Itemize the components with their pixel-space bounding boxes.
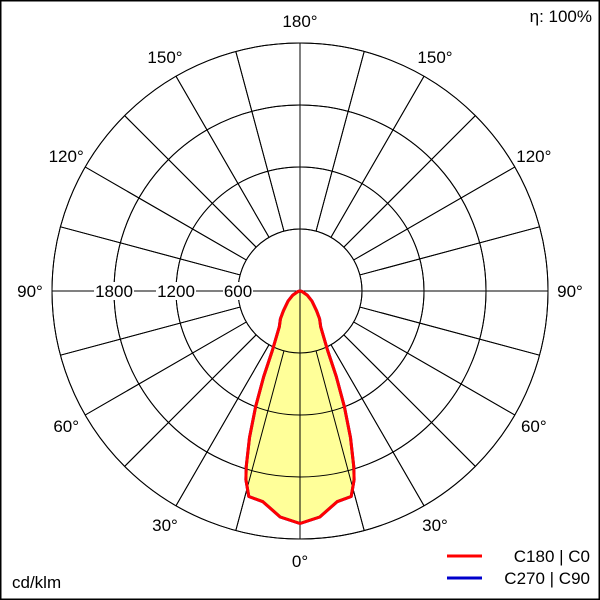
grid-spoke-330-overlay <box>175 344 270 507</box>
angle-tick-label: 120° <box>49 147 84 166</box>
angle-tick-label: 0° <box>292 552 308 571</box>
radial-tick-label: 600 <box>224 282 252 301</box>
grid-spoke-75-overlay <box>359 306 540 356</box>
grid-spoke-210-overlay <box>175 75 270 238</box>
angle-tick-label: 30° <box>152 516 178 535</box>
grid-spoke-345-overlay <box>235 350 285 531</box>
angle-tick-label: 180° <box>282 12 317 31</box>
angle-tick-label: 150° <box>147 48 182 67</box>
grid-spoke-60-overlay <box>353 321 516 416</box>
radial-tick-label: 1800 <box>95 282 133 301</box>
grid-spoke-120-overlay <box>353 166 516 261</box>
grid-spoke-15-overlay <box>315 350 365 531</box>
grid-spoke-105-overlay <box>359 226 540 276</box>
grid-spoke-195-overlay <box>235 51 285 232</box>
grid-spoke-300-overlay <box>84 321 247 416</box>
efficiency-label: η: 100% <box>530 7 592 26</box>
legend-label-c180-c0: C180 | C0 <box>514 547 590 566</box>
grid-spoke-285-overlay <box>60 306 241 356</box>
unit-label: cd/klm <box>12 573 61 592</box>
legend-label-c270-c90: C270 | C90 <box>504 569 590 588</box>
series-curve-0 <box>244 289 356 525</box>
angle-tick-label: 90° <box>557 282 583 301</box>
grid-spoke-225-overlay <box>124 115 257 248</box>
radial-tick-bg <box>156 282 196 300</box>
grid-spoke-30-overlay <box>330 344 425 507</box>
radial-tick-bg <box>94 282 134 300</box>
labels: 600 1200 1800 0° 30° 30° 60° 60° 90° 90° 120° 120° 1… <box>10 12 590 571</box>
angle-tick-bg <box>550 281 590 301</box>
grid-spoke-315-overlay <box>124 334 257 467</box>
grid-spoke-45-overlay <box>343 334 476 467</box>
angle-tick-bg <box>10 281 50 301</box>
legend: C180 | C0 C270 | C90 <box>447 547 590 588</box>
angle-tick-label: 120° <box>516 147 551 166</box>
angle-tick-label: 60° <box>53 417 79 436</box>
curves <box>51 42 549 540</box>
grid-spoke-165-overlay <box>315 51 365 232</box>
radial-tick-label: 1200 <box>157 282 195 301</box>
grid-spoke-135-overlay <box>343 115 476 248</box>
radial-tick-bg <box>223 282 253 300</box>
grid-spoke-150-overlay <box>330 75 425 238</box>
angle-tick-label: 150° <box>417 48 452 67</box>
angle-tick-label: 60° <box>521 417 547 436</box>
angle-tick-label: 30° <box>422 516 448 535</box>
grid-spoke-255-overlay <box>60 226 241 276</box>
grid-spoke-240-overlay <box>84 166 247 261</box>
angle-tick-label: 90° <box>17 282 43 301</box>
